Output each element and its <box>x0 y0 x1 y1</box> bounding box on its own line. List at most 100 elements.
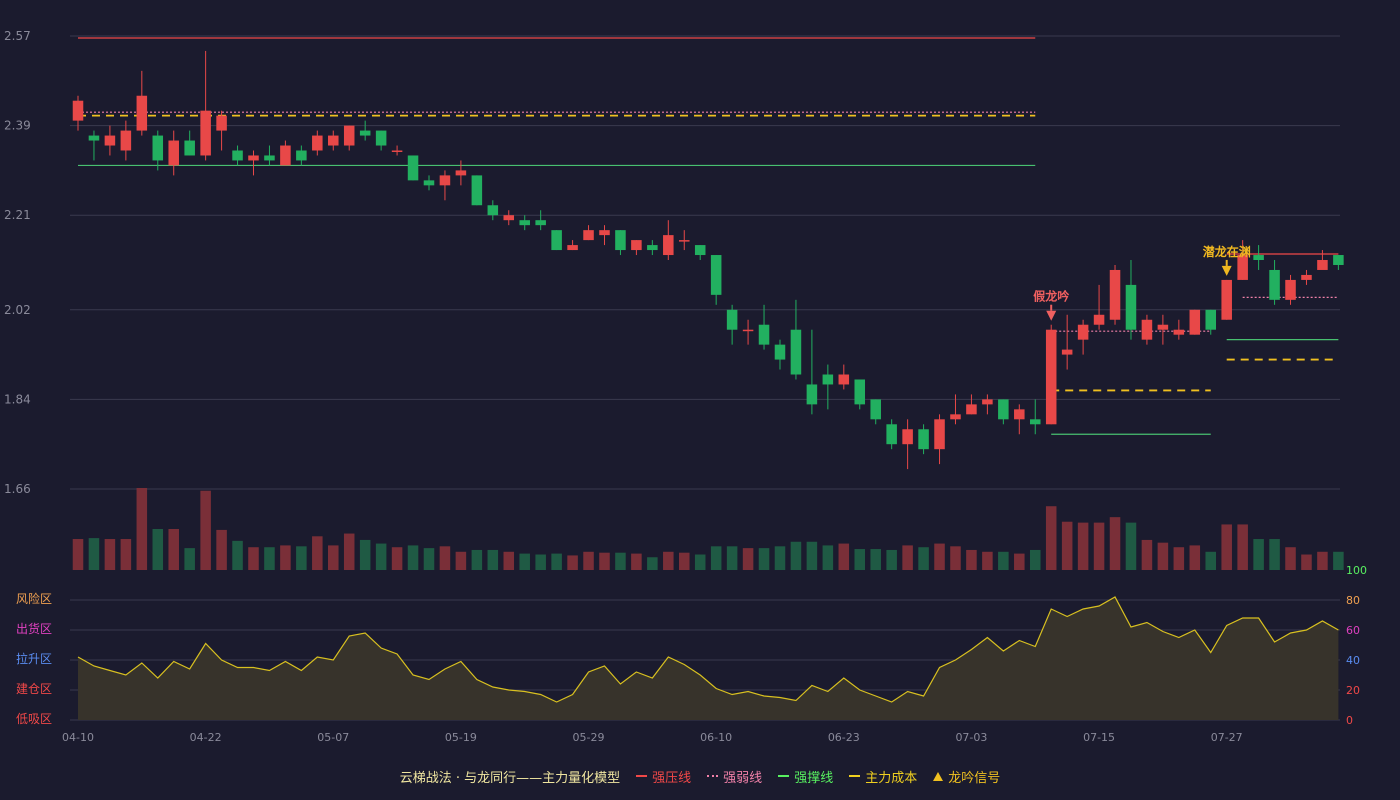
zone-label: 建仓区 <box>16 682 52 696</box>
price-tick-label: 2.57 <box>4 29 31 43</box>
volume-bar <box>1221 524 1232 570</box>
candle-body <box>439 175 451 186</box>
volume-bar <box>1301 554 1312 570</box>
legend-item-strong-pressure[interactable]: 强压线 <box>636 767 691 786</box>
volume-bar <box>966 549 977 570</box>
indicator-tick-label: 100 <box>1346 564 1367 577</box>
volume-bar <box>120 539 132 570</box>
legend-label: 强压线 <box>652 770 692 786</box>
x-tick-label: 07-27 <box>1211 731 1243 744</box>
candle-body <box>838 374 850 385</box>
volume-bar <box>870 549 881 570</box>
volume-bar <box>264 547 275 570</box>
volume-bar <box>72 539 84 570</box>
candle-body <box>1061 349 1073 355</box>
candle-body <box>982 399 993 405</box>
volume-bar <box>758 548 770 570</box>
stock-chart: 2.57 2.39 2.21 2.02 1.84 1.66 0 20 40 60 80 100 风险区出… <box>4 29 1367 744</box>
candle-body <box>535 220 546 226</box>
volume-bar <box>726 546 738 570</box>
volume-bar <box>216 529 227 570</box>
volume-bar <box>790 541 802 570</box>
volume-bar <box>1317 551 1328 570</box>
candle-body <box>343 125 355 146</box>
candle-body <box>200 110 211 156</box>
candle-body <box>1333 255 1344 265</box>
strong-pressure-swatch <box>636 775 648 777</box>
candle-body <box>663 235 674 256</box>
candle-body <box>248 155 259 161</box>
volume-bar <box>296 546 307 570</box>
volume-bar <box>647 557 658 570</box>
price-tick-label: 2.21 <box>4 208 31 222</box>
volume-bar <box>1109 517 1121 570</box>
candle-body <box>902 429 913 445</box>
legend-item-main-cost[interactable]: 主力成本 <box>849 767 917 786</box>
volume-bar <box>1125 522 1137 570</box>
indicator-line <box>77 596 1339 703</box>
candle-body <box>232 150 243 161</box>
volume-bar <box>742 548 754 570</box>
volume-bar <box>822 545 834 570</box>
signal-annotation-label: 潜龙在渊 <box>1203 244 1251 259</box>
candle-body <box>1173 329 1185 335</box>
signal-arrow-icon <box>1046 310 1057 321</box>
volume-bar <box>615 552 626 570</box>
legend-item-strong-support[interactable]: 强撑线 <box>778 767 833 786</box>
candle-body <box>1317 260 1328 270</box>
volume-bar <box>375 543 387 570</box>
chart-legend: 云梯战法 · 与龙同行——主力量化模型 强压线 强弱线 强撑线 主力成本 龙吟信… <box>0 764 1400 788</box>
signal-annotation-label: 假龙吟 <box>1033 289 1069 304</box>
legend-label: 龙吟信号 <box>948 770 1001 786</box>
volume-bar <box>487 549 499 570</box>
legend-item-strong-weak[interactable]: 强弱线 <box>707 767 762 786</box>
candle-body <box>375 130 387 146</box>
volume-bar <box>359 539 371 570</box>
indicator-area <box>78 597 1339 720</box>
x-tick-label: 07-15 <box>1083 731 1115 744</box>
candle-body <box>870 399 881 420</box>
candle-body <box>1221 279 1232 320</box>
volume-bar <box>934 543 945 570</box>
volume-bar <box>886 549 897 570</box>
volume-bar <box>1093 522 1105 570</box>
legend-label: 主力成本 <box>865 770 918 786</box>
price-tick-label: 1.84 <box>4 392 31 406</box>
candle-body <box>296 150 307 161</box>
candle-body <box>1237 255 1248 280</box>
candle-body <box>1301 274 1312 280</box>
candle-body <box>567 245 578 251</box>
triangle-icon <box>933 771 944 781</box>
candle-body <box>790 329 802 375</box>
volume-bar <box>1189 545 1201 570</box>
zone-label: 风险区 <box>16 591 52 606</box>
candle-body <box>1045 329 1057 425</box>
volume-bar <box>1205 551 1217 570</box>
strong-weak-swatch <box>707 775 719 777</box>
volume-bar <box>312 536 323 570</box>
x-tick-label: 05-19 <box>445 731 477 744</box>
indicator-tick-label: 0 <box>1346 714 1353 727</box>
candle-body <box>854 379 866 405</box>
candle-body <box>1253 255 1264 261</box>
volume-bar <box>152 529 164 570</box>
candle-body <box>1157 324 1169 330</box>
volume-bar <box>343 533 355 570</box>
x-tick-label: 06-23 <box>828 731 860 744</box>
volume-bar <box>1029 549 1041 570</box>
candle-body <box>934 419 945 450</box>
volume-bar <box>439 546 451 570</box>
candle-body <box>168 140 179 166</box>
candle-body <box>184 140 195 156</box>
candle-body <box>1189 309 1201 335</box>
volume-bar <box>328 545 339 570</box>
candle-body <box>1029 419 1041 425</box>
candle-body <box>120 130 132 151</box>
volume-bar <box>694 554 706 570</box>
volume-bar <box>519 553 530 570</box>
candle-body <box>104 135 116 146</box>
candle-body <box>391 150 403 152</box>
legend-item-dragon-signal[interactable]: 龙吟信号 <box>933 767 1000 786</box>
candle-body <box>455 170 467 176</box>
